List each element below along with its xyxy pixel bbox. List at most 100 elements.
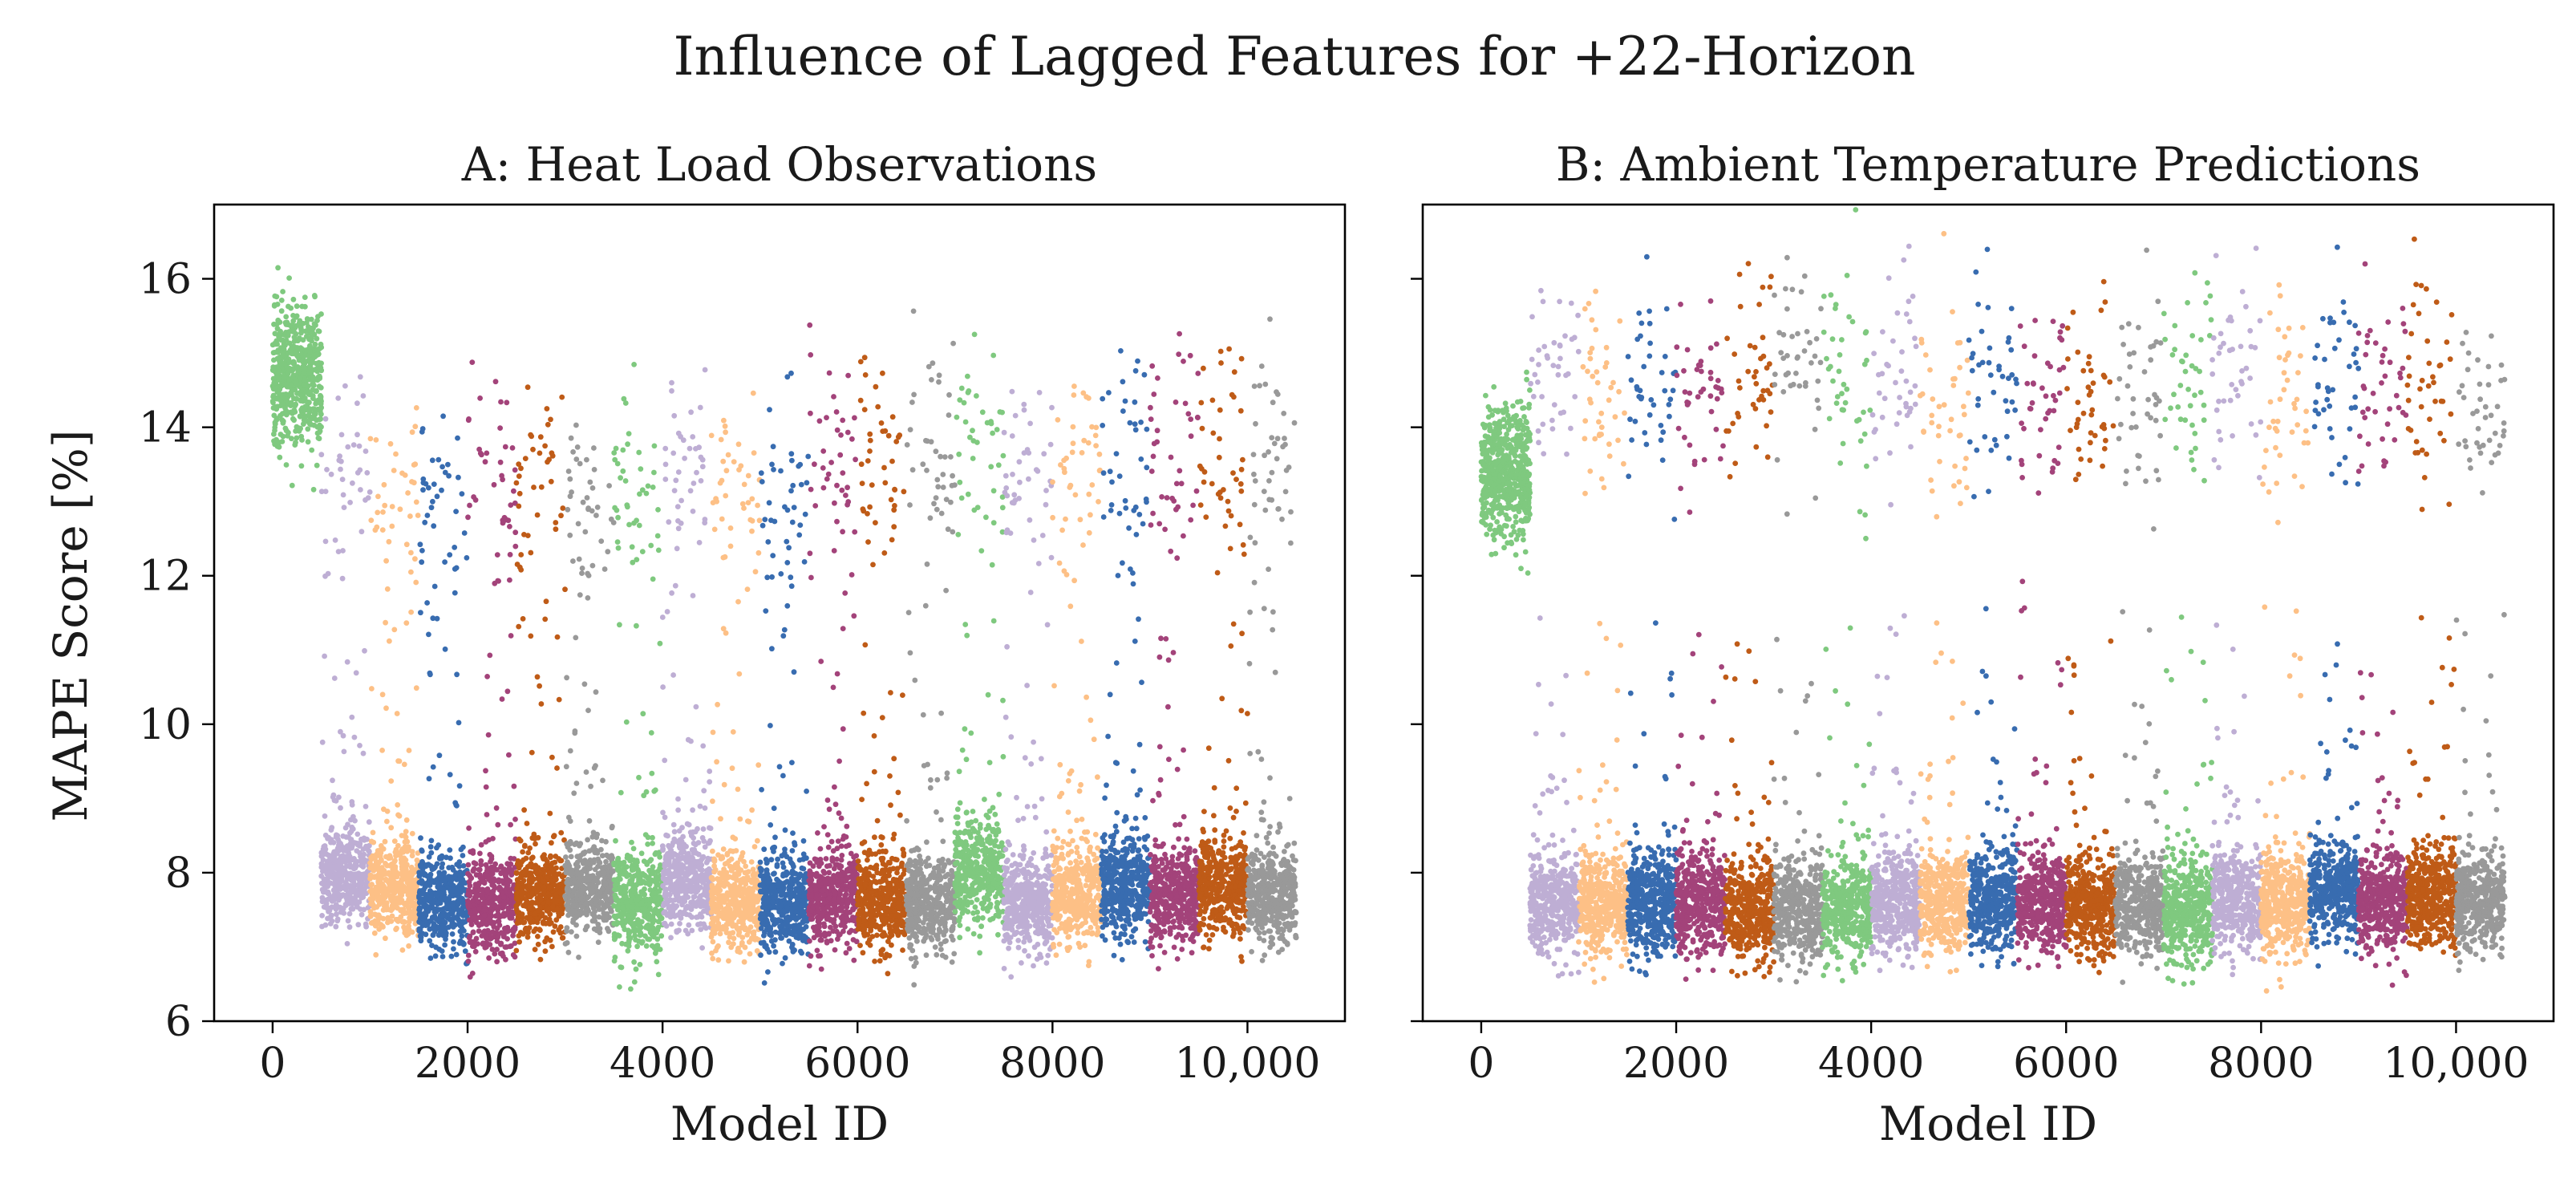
data-point xyxy=(383,878,389,883)
data-point xyxy=(427,955,434,961)
data-point xyxy=(286,359,292,366)
data-point xyxy=(332,537,338,543)
data-point xyxy=(634,943,640,950)
data-point xyxy=(741,481,747,488)
data-point xyxy=(394,711,400,716)
data-point xyxy=(671,836,678,842)
data-point xyxy=(655,507,661,513)
data-point xyxy=(563,764,569,770)
data-point xyxy=(678,855,685,862)
data-point xyxy=(322,573,328,579)
data-point xyxy=(466,891,472,897)
data-point xyxy=(485,732,492,738)
data-point xyxy=(655,899,662,906)
data-point xyxy=(494,947,500,952)
data-point xyxy=(608,870,614,876)
data-point xyxy=(418,938,424,944)
data-point xyxy=(677,895,683,902)
data-point xyxy=(412,556,418,562)
data-point xyxy=(316,328,322,335)
data-point xyxy=(421,872,427,878)
data-point xyxy=(575,891,581,898)
data-point xyxy=(584,924,589,930)
data-point xyxy=(563,854,569,860)
data-point xyxy=(486,837,492,843)
data-point xyxy=(302,414,308,420)
data-point xyxy=(406,918,412,925)
data-point xyxy=(715,957,722,963)
data-point xyxy=(359,854,366,859)
data-point xyxy=(402,472,408,478)
data-point xyxy=(727,934,733,940)
data-point xyxy=(748,859,755,865)
data-point xyxy=(349,799,355,805)
data-point xyxy=(568,893,574,899)
data-point xyxy=(630,857,637,863)
data-point xyxy=(556,913,562,919)
data-point xyxy=(278,308,285,314)
data-point xyxy=(520,931,526,937)
data-point xyxy=(733,865,739,871)
data-point xyxy=(277,454,283,460)
data-point xyxy=(405,490,411,496)
data-point xyxy=(618,789,624,796)
data-point xyxy=(483,768,488,774)
data-point xyxy=(713,496,719,501)
data-point xyxy=(670,672,676,678)
data-point xyxy=(710,729,716,736)
data-point xyxy=(277,330,283,337)
data-point xyxy=(419,429,425,435)
data-point xyxy=(719,875,724,882)
data-point xyxy=(431,913,438,919)
data-point xyxy=(309,447,315,453)
data-point xyxy=(532,836,538,841)
data-point xyxy=(558,829,565,836)
data-point xyxy=(312,341,318,347)
data-point xyxy=(346,924,353,931)
data-point xyxy=(379,748,385,753)
data-point xyxy=(496,918,502,924)
data-point xyxy=(519,893,525,899)
data-point xyxy=(290,367,296,373)
data-point xyxy=(484,812,490,817)
data-point xyxy=(348,829,354,834)
data-point xyxy=(279,439,286,444)
data-point xyxy=(751,906,757,912)
data-point xyxy=(316,383,322,389)
data-point xyxy=(588,783,593,789)
data-point xyxy=(379,691,386,698)
scatter-points xyxy=(269,265,1299,992)
data-point xyxy=(516,473,522,479)
data-point xyxy=(601,893,608,898)
data-point xyxy=(718,816,723,822)
data-point xyxy=(615,545,622,551)
data-point xyxy=(611,921,618,927)
data-point xyxy=(581,867,587,874)
data-point xyxy=(548,416,553,423)
data-point xyxy=(761,846,768,853)
data-point xyxy=(702,367,708,373)
data-point xyxy=(298,398,304,403)
data-point xyxy=(650,576,656,582)
data-point xyxy=(380,897,387,902)
data-point xyxy=(554,634,561,640)
data-point xyxy=(585,570,590,577)
data-point xyxy=(383,902,388,909)
data-point xyxy=(477,850,483,857)
data-point xyxy=(371,862,377,869)
data-point xyxy=(436,872,443,878)
data-point xyxy=(589,833,596,840)
data-point xyxy=(358,894,365,901)
data-point xyxy=(570,449,576,455)
data-point xyxy=(678,862,684,867)
data-point xyxy=(566,888,572,894)
data-point xyxy=(566,863,573,869)
data-point xyxy=(564,940,570,946)
data-point xyxy=(690,593,696,598)
data-point xyxy=(643,789,650,795)
data-point xyxy=(711,863,717,870)
data-point xyxy=(691,894,698,899)
data-point xyxy=(496,904,502,910)
data-point xyxy=(338,466,343,472)
